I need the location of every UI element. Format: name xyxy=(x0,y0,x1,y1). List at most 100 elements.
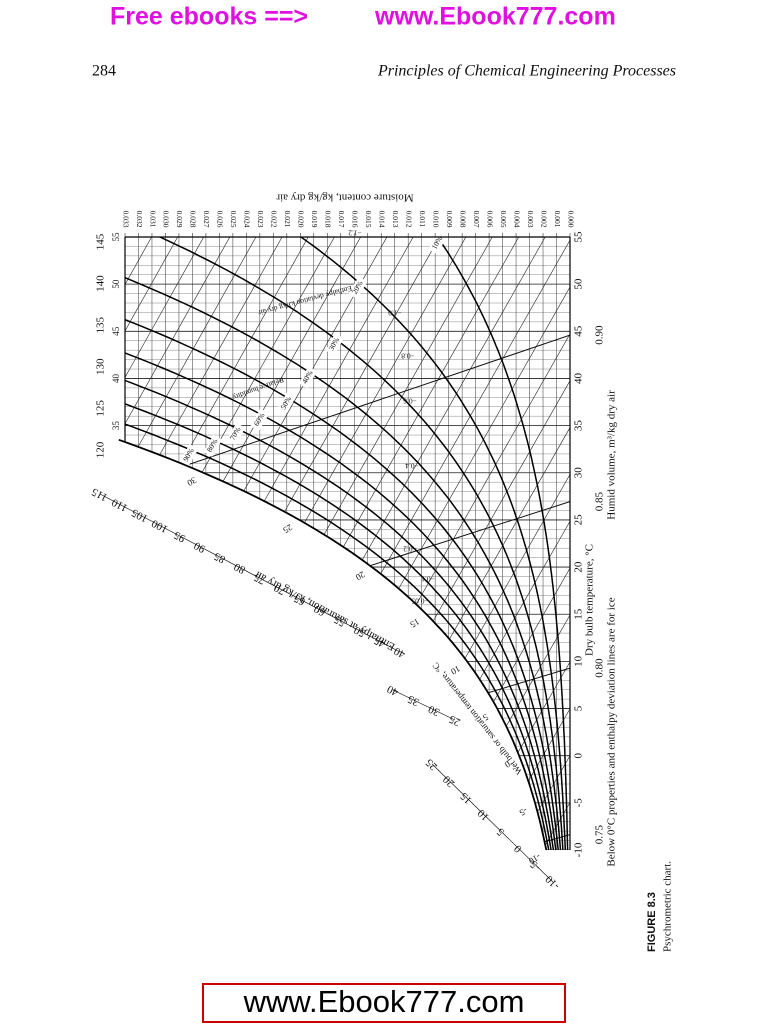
enthalpy-line xyxy=(415,333,570,605)
volume-line xyxy=(125,667,570,803)
psychrometric-chart: 0.000 0.001 0.002 0.003 0.004 0.005 0.006 0.007… xyxy=(89,191,617,891)
moisture-tick-label: 0.016 xyxy=(351,211,360,228)
figure-caption: Psychrometric chart. xyxy=(662,861,674,952)
enthalpy-line xyxy=(493,568,570,703)
moisture-tick-label: 0.009 xyxy=(445,211,454,228)
enthalpy-upper-label: 140 xyxy=(95,275,107,292)
figure-label: FIGURE 8.3 xyxy=(646,892,658,952)
moisture-tick-label: 0.014 xyxy=(377,211,386,228)
moisture-tick-label: 0.008 xyxy=(458,211,467,228)
wet-bulb-label: 25 xyxy=(281,522,294,535)
dry-bulb-tick-label: -5 xyxy=(573,798,585,808)
rh-curve xyxy=(125,377,555,850)
moisture-tick-label: 0.002 xyxy=(539,211,548,228)
enthalpy-scale-line xyxy=(431,763,554,883)
enthalpy-scale-label: 100 xyxy=(149,517,170,536)
moisture-tick-label: 0.028 xyxy=(189,211,198,228)
moisture-tick-label: 0.023 xyxy=(256,211,265,228)
dry-bulb-tick-label: 30 xyxy=(573,467,585,479)
enthalpy-scale-label: 5 xyxy=(494,825,507,838)
rh-label-bg xyxy=(325,333,344,356)
banner-text: Free ebooks ==> xyxy=(110,3,308,31)
enthalpy-scale-label: 0 xyxy=(512,842,525,855)
rh-curve xyxy=(300,237,567,850)
deviation-label: −0.05 xyxy=(411,596,429,605)
volume-tick-label: 0.90 xyxy=(594,325,606,345)
wet-bulb-label: 50 xyxy=(111,279,121,289)
moisture-tick-label: 0.030 xyxy=(162,211,171,228)
wet-bulb-label: 10 xyxy=(449,664,462,677)
enthalpy-scale-label: 20 xyxy=(440,773,457,790)
enthalpy-scale-label: 35 xyxy=(405,692,421,708)
enthalpy-line xyxy=(125,237,570,425)
saturation-curve xyxy=(118,438,548,851)
deviation-label: −0.1 xyxy=(421,574,435,583)
enthalpy-line xyxy=(125,237,570,440)
enthalpy-line xyxy=(125,237,570,418)
enthalpy-line xyxy=(464,474,570,659)
enthalpy-scale-label: 80 xyxy=(232,560,248,576)
wet-bulb-label: 20 xyxy=(354,569,367,582)
moisture-tick-label: 0.033 xyxy=(121,211,130,228)
enthalpy-scale-label: 85 xyxy=(212,550,228,566)
rh-label-bg xyxy=(226,422,246,446)
enthalpy-title: Enthalpy at saturation, kJ/kg dry air xyxy=(252,568,397,653)
enthalpy-scale-label: 90 xyxy=(192,539,208,555)
moisture-tick-label: 0.001 xyxy=(553,211,562,228)
moisture-tick-label: 0.006 xyxy=(485,211,494,228)
enthalpy-scale-label: 95 xyxy=(172,528,188,544)
banner-link[interactable]: www.Ebook777.com xyxy=(374,3,616,31)
moisture-tick-label: 0.000 xyxy=(566,211,575,228)
moisture-tick-label: 0.013 xyxy=(391,211,400,228)
enthalpy-line xyxy=(159,237,570,456)
moisture-tick-label: 0.005 xyxy=(499,211,508,228)
deviation-label: −1.2 xyxy=(348,228,362,237)
wet-bulb-label: -5 xyxy=(517,805,529,818)
rh-curve xyxy=(125,420,550,850)
volume-line xyxy=(125,334,570,487)
moisture-tick-label: 0.020 xyxy=(297,211,306,228)
enthalpy-scale-label: 110 xyxy=(109,496,129,514)
moisture-tick-label: 0.027 xyxy=(202,211,211,228)
enthalpy-line xyxy=(243,237,570,492)
enthalpy-line xyxy=(263,237,570,502)
rh-label-bg xyxy=(298,366,318,389)
dry-bulb-tick-label: 35 xyxy=(573,420,585,432)
moisture-tick-label: 0.007 xyxy=(472,211,481,228)
dry-bulb-title: Dry bulb temperature, °C xyxy=(584,544,596,656)
dry-bulb-tick-label: 50 xyxy=(573,278,585,290)
figure-label-group: FIGURE 8.3 xyxy=(646,892,658,952)
volume-tick-label: 0.80 xyxy=(594,658,606,678)
enthalpy-upper-label: 130 xyxy=(95,358,107,375)
wet-bulb-label: 45 xyxy=(111,326,121,336)
wet-bulb-label: 55 xyxy=(111,232,121,242)
enthalpy-line xyxy=(125,237,570,432)
enthalpy-line xyxy=(380,239,570,575)
moisture-tick-label: 0.003 xyxy=(526,211,535,228)
moisture-tick-label: 0.025 xyxy=(229,211,238,228)
rh-label-bg xyxy=(277,392,296,415)
enthalpy-scale-label: 105 xyxy=(129,506,150,525)
rh-curve xyxy=(125,401,552,850)
rh-label-bg xyxy=(250,408,270,431)
deviation-label: −1.0 xyxy=(388,308,402,317)
enthalpy-scale-label: 25 xyxy=(423,756,440,773)
enthalpy-scale-label: 40 xyxy=(385,682,401,698)
enthalpy-upper-label: 145 xyxy=(95,233,107,250)
dry-bulb-tick-label: 55 xyxy=(573,231,585,243)
moisture-tick-label: 0.031 xyxy=(148,211,157,228)
enthalpy-scale-label: 30 xyxy=(426,702,442,718)
deviation-label: −0.4 xyxy=(405,461,419,470)
rh-curve xyxy=(436,237,569,850)
enthalpy-upper-label: 125 xyxy=(95,400,107,417)
footer-link[interactable]: www.Ebook777.com xyxy=(243,984,525,1019)
dry-bulb-tick-label: 25 xyxy=(573,514,585,526)
enthalpy-scale-line xyxy=(392,689,456,721)
enthalpy-line xyxy=(222,237,570,482)
enthalpy-upper-label: 135 xyxy=(95,316,107,333)
rh-label-bg xyxy=(179,444,199,467)
moisture-tick-label: 0.019 xyxy=(310,211,319,228)
moisture-tick-label: 0.017 xyxy=(337,211,346,228)
wet-bulb-label: 40 xyxy=(111,373,121,383)
rh-label-bg xyxy=(348,276,368,299)
